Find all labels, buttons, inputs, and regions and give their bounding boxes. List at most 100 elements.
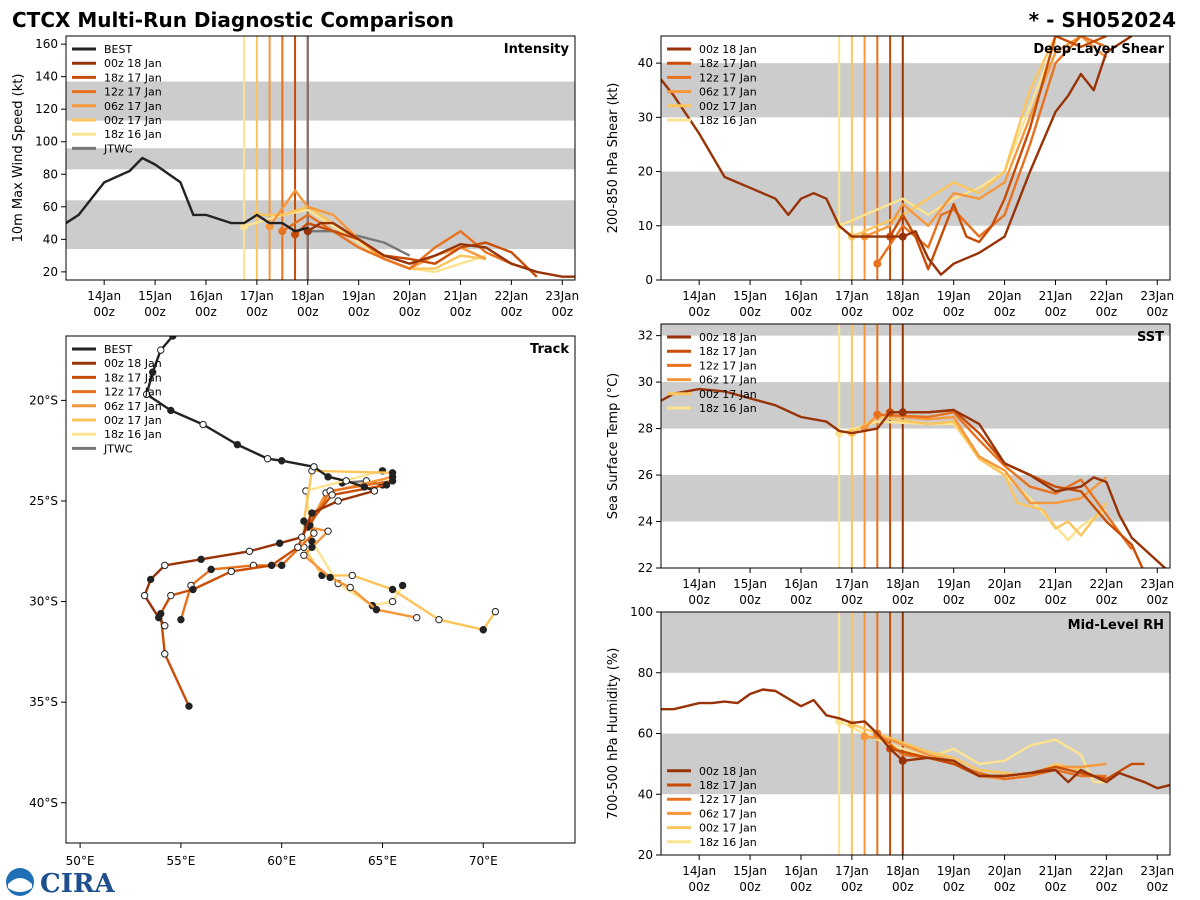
- x-tick-label: 17Jan: [240, 289, 274, 303]
- legend-label: 00z 18 Jan: [104, 357, 162, 370]
- legend-label: 12z 17 Jan: [104, 86, 162, 99]
- point: [300, 551, 308, 559]
- x-tick-label: 20Jan: [988, 864, 1022, 878]
- x-tick-label: 19Jan: [937, 864, 971, 878]
- x-tick-label: 00z: [892, 593, 914, 607]
- legend-label: 00z 17 Jan: [699, 822, 757, 835]
- point: [161, 561, 169, 570]
- x-tick-label: 00z: [688, 880, 710, 894]
- x-tick-label: 00z: [994, 593, 1016, 607]
- category-band: [66, 81, 575, 121]
- point: [189, 585, 197, 594]
- y-tick-label: 30°S: [29, 595, 58, 609]
- category-band: [661, 171, 1170, 226]
- x-tick-label: 00z: [144, 305, 166, 319]
- series-line: [661, 387, 1167, 568]
- y-tick-label: 20°S: [29, 393, 58, 407]
- series-line: [888, 36, 1107, 271]
- x-tick-label: 00z: [943, 305, 965, 319]
- x-tick-label: 16Jan: [784, 864, 818, 878]
- plot-area: [66, 36, 575, 280]
- x-tick-label: 18Jan: [886, 577, 920, 591]
- y-tick-label: 20: [638, 165, 653, 179]
- x-tick-label: 00z: [1045, 880, 1067, 894]
- point: [348, 571, 356, 580]
- legend-label: 06z 17 Jan: [699, 807, 757, 820]
- x-tick-label: 21Jan: [1039, 289, 1073, 303]
- series-line: [294, 221, 538, 278]
- point: [346, 583, 354, 592]
- point: [873, 410, 882, 419]
- series-line: [838, 40, 1057, 227]
- point: [334, 497, 342, 505]
- y-tick-label: 30: [638, 375, 653, 389]
- axes-frame: [65, 335, 576, 844]
- point: [263, 455, 272, 463]
- x-tick-label: 20Jan: [988, 577, 1022, 591]
- x-tick-label: 17Jan: [835, 289, 869, 303]
- storm-id: * - SH052024: [1029, 8, 1176, 32]
- x-tick-label: 00z: [1045, 593, 1067, 607]
- cira-logo: CIRA: [40, 869, 115, 899]
- x-tick-label: 00z: [739, 305, 761, 319]
- legend-label: 18z 17 Jan: [104, 71, 162, 84]
- x-tick-label: 00z: [1146, 305, 1168, 319]
- x-tick-label: 23Jan: [545, 289, 579, 303]
- series-line: [838, 720, 1107, 784]
- point: [185, 702, 193, 710]
- point: [898, 408, 907, 417]
- point: [324, 473, 332, 481]
- point: [148, 368, 157, 376]
- category-band: [661, 324, 1170, 336]
- series-line: [281, 213, 538, 274]
- x-tick-label: 00z: [1096, 305, 1118, 319]
- point: [142, 390, 151, 399]
- y-tick-label: 100: [630, 605, 653, 619]
- point: [240, 222, 249, 231]
- x-tick-label: 00z: [688, 305, 710, 319]
- x-tick-label: 18Jan: [291, 289, 325, 303]
- y-tick-label: 10: [638, 219, 653, 233]
- point: [140, 591, 149, 600]
- legend-label: 18z 16 Jan: [104, 128, 162, 141]
- category-band: [661, 612, 1170, 673]
- point: [479, 626, 487, 634]
- x-tick-label: 00z: [892, 305, 914, 319]
- legend-label: 00z 17 Jan: [699, 100, 757, 113]
- point: [167, 591, 175, 600]
- legend-label: 00z 17 Jan: [104, 414, 162, 427]
- legend-label: 00z 18 Jan: [699, 331, 757, 344]
- x-tick-label: 21Jan: [1039, 864, 1073, 878]
- x-tick-label: 17Jan: [835, 864, 869, 878]
- x-tick-label: 00z: [994, 305, 1016, 319]
- x-tick-label: 23Jan: [1140, 577, 1174, 591]
- x-tick-label: 14Jan: [682, 289, 716, 303]
- y-tick-label: 24: [638, 515, 653, 529]
- y-tick-label: 22: [638, 561, 653, 575]
- y-tick-label: 25°S: [29, 494, 58, 508]
- x-tick-label: 65°E: [368, 854, 397, 868]
- legend-label: 06z 17 Jan: [699, 86, 757, 99]
- point: [342, 477, 350, 485]
- legend-label: 00z 17 Jan: [104, 114, 162, 127]
- x-tick-label: 00z: [994, 880, 1016, 894]
- y-tick-label: 35°S: [29, 695, 58, 709]
- x-tick-label: 18Jan: [886, 864, 920, 878]
- page-title: CTCX Multi-Run Diagnostic Comparison: [12, 8, 454, 32]
- series-line: [851, 415, 1108, 537]
- point: [167, 406, 175, 415]
- y-axis-label: 10m Max Wind Speed (kt): [11, 74, 26, 243]
- series-line: [307, 230, 411, 257]
- point: [169, 336, 177, 340]
- legend-label: 06z 17 Jan: [699, 374, 757, 387]
- y-tick-label: 60: [638, 727, 653, 741]
- axes-frame: [660, 35, 1171, 281]
- point: [370, 487, 379, 495]
- y-axis-label: 200-850 hPa Shear (kt): [606, 83, 621, 234]
- x-tick-label: 23Jan: [1140, 289, 1174, 303]
- y-tick-label: 80: [43, 167, 58, 181]
- y-tick-label: 20: [43, 265, 58, 279]
- point: [898, 232, 907, 241]
- point: [199, 420, 207, 429]
